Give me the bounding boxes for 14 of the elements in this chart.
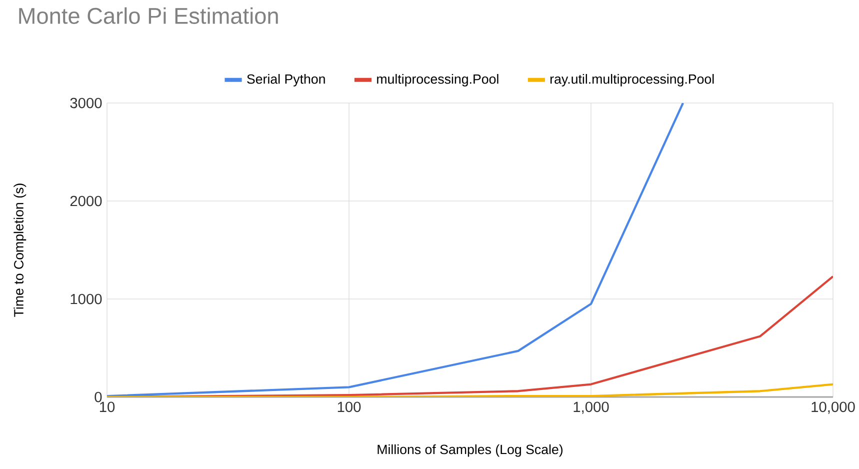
legend-label: ray.util.multiprocessing.Pool bbox=[550, 74, 714, 86]
x-tick-label: 10 bbox=[100, 402, 115, 412]
x-tick-label: 1,000 bbox=[574, 402, 609, 414]
legend-label: Serial Python bbox=[247, 74, 325, 86]
y-axis-title: Time to Completion (s) bbox=[14, 184, 26, 317]
y-tick-label: 0 bbox=[94, 392, 102, 402]
x-tick-label: 10,000 bbox=[812, 402, 855, 414]
y-tick-label: 2000 bbox=[70, 196, 102, 206]
y-tick-label: 1000 bbox=[70, 294, 102, 304]
chart-title: Monte Carlo Pi Estimation bbox=[19, 7, 278, 24]
legend-label: multiprocessing.Pool bbox=[377, 74, 498, 86]
x-tick-label: 100 bbox=[338, 402, 361, 412]
y-tick-label: 3000 bbox=[70, 98, 102, 108]
x-axis-title: Millions of Samples (Log Scale) bbox=[378, 444, 563, 457]
